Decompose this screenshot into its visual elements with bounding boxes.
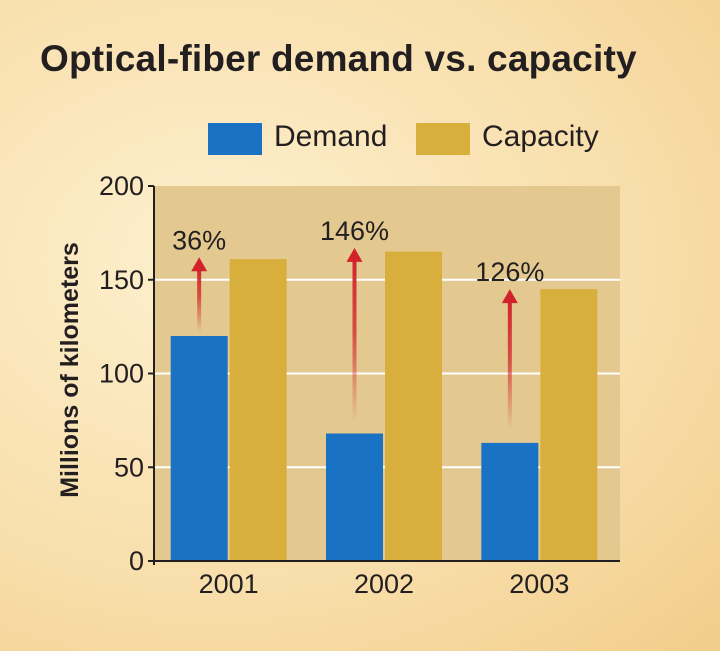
y-tick-label: 0 bbox=[129, 546, 144, 576]
legend-label-capacity: Capacity bbox=[482, 120, 599, 153]
legend-label-demand: Demand bbox=[274, 120, 388, 153]
y-tick-label: 50 bbox=[114, 452, 144, 482]
data-label-percent-change: 126% bbox=[475, 257, 544, 287]
change-arrow-shaft bbox=[507, 299, 512, 430]
x-tick-label: 2002 bbox=[354, 569, 414, 599]
legend-swatch-capacity bbox=[416, 123, 470, 155]
change-arrow-head bbox=[346, 247, 363, 262]
bar-demand-2001 bbox=[170, 336, 228, 561]
change-arrow-shaft bbox=[197, 267, 202, 333]
change-arrow-shaft bbox=[352, 257, 357, 423]
legend-swatch-demand bbox=[208, 123, 262, 155]
bar-capacity-2002 bbox=[385, 251, 442, 561]
bar-capacity-2003 bbox=[540, 289, 598, 561]
chart-title: Optical-fiber demand vs. capacity bbox=[40, 38, 637, 79]
y-tick-label: 100 bbox=[99, 359, 144, 389]
change-arrow-head bbox=[501, 289, 518, 304]
y-tick-label: 200 bbox=[99, 171, 144, 201]
y-axis-label: Millions of kilometers bbox=[56, 242, 84, 498]
x-tick-label: 2001 bbox=[199, 569, 259, 599]
data-label-percent-change: 36% bbox=[172, 225, 226, 255]
bar-capacity-2001 bbox=[229, 259, 287, 561]
change-arrow-head bbox=[191, 257, 208, 272]
bar-demand-2003 bbox=[481, 442, 539, 561]
data-label-percent-change: 146% bbox=[320, 216, 389, 246]
bar-demand-2002 bbox=[326, 433, 383, 561]
x-tick-label: 2003 bbox=[509, 569, 569, 599]
y-tick-label: 150 bbox=[99, 265, 144, 295]
